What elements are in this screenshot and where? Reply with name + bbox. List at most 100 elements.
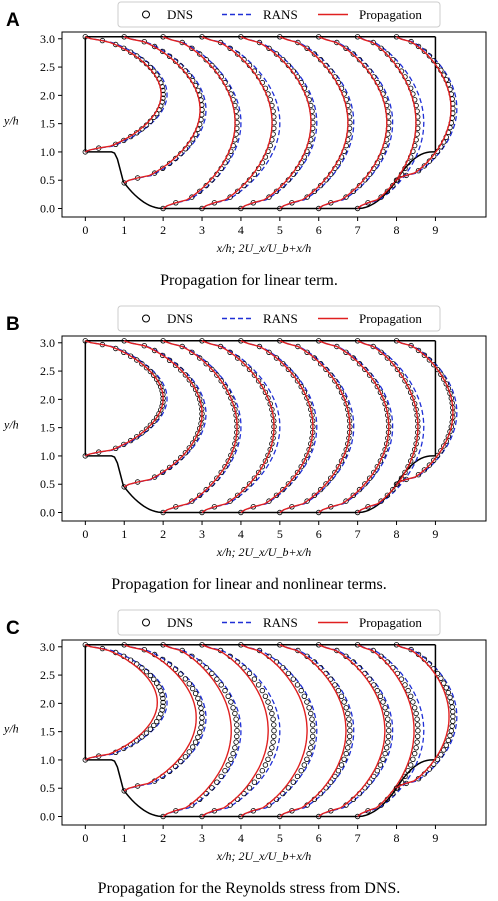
dns-marker	[346, 733, 353, 740]
dns-marker	[380, 395, 386, 401]
dns-marker	[301, 693, 307, 699]
dns-marker	[380, 699, 386, 705]
dns-marker	[410, 395, 416, 401]
dns-marker	[426, 462, 433, 468]
dns-marker	[160, 338, 166, 344]
dns-marker	[151, 676, 157, 682]
propagation-profile	[123, 36, 201, 184]
dns-marker	[317, 182, 324, 189]
dns-marker	[82, 642, 88, 648]
dns-marker	[259, 768, 265, 774]
dns-marker	[309, 716, 315, 722]
rans-profile	[318, 36, 394, 210]
dns-marker	[304, 699, 310, 705]
dns-marker	[405, 687, 411, 694]
dns-marker	[450, 709, 456, 715]
dns-marker	[354, 34, 361, 40]
dns-marker	[259, 383, 265, 390]
dns-marker	[189, 440, 196, 446]
dns-marker	[443, 685, 449, 691]
dns-marker	[390, 361, 396, 367]
y-tick-label: 2.0	[40, 88, 55, 102]
dns-marker	[380, 452, 386, 458]
dns-marker	[354, 509, 361, 516]
dns-marker	[285, 785, 292, 791]
dns-marker	[290, 779, 296, 785]
x-tick-label: 2	[160, 527, 166, 541]
rans-profile	[201, 340, 281, 514]
dns-marker	[225, 458, 231, 464]
dns-marker	[277, 34, 283, 40]
legend-label: DNS	[167, 7, 193, 22]
dns-marker	[280, 182, 286, 189]
dns-marker	[199, 205, 205, 212]
hill-bottom-wall	[85, 151, 436, 210]
dns-marker	[378, 194, 384, 200]
dns-marker	[356, 486, 363, 493]
dns-marker	[222, 687, 228, 694]
legend-label: DNS	[167, 311, 193, 326]
dns-marker	[227, 194, 233, 200]
dns-marker	[362, 366, 368, 373]
dns-marker	[298, 687, 304, 694]
x-tick-label: 7	[355, 223, 361, 237]
x-tick-label: 3	[199, 831, 205, 845]
dns-marker	[445, 689, 451, 696]
dns-marker	[271, 728, 277, 734]
dns-marker	[338, 458, 345, 464]
dns-marker	[317, 361, 324, 367]
propagation-profile	[201, 644, 269, 818]
y-tick-label: 1.0	[40, 753, 55, 767]
dns-marker	[159, 469, 166, 475]
y-axis-label: y/h	[3, 418, 19, 432]
dns-marker	[377, 458, 384, 464]
dns-marker	[380, 756, 386, 762]
dns-marker	[172, 763, 179, 770]
dns-marker	[385, 739, 391, 745]
rans-profile	[162, 644, 242, 818]
dns-marker	[234, 51, 241, 57]
legend: DNS RANS Propagation	[117, 305, 441, 332]
dns-marker	[449, 723, 455, 729]
rans-profile	[240, 36, 318, 210]
dns-marker	[160, 642, 166, 648]
dns-marker	[311, 355, 318, 361]
dns-marker	[195, 430, 201, 436]
dns-marker	[195, 391, 201, 398]
dns-marker	[309, 739, 315, 745]
dns-marker	[378, 45, 384, 51]
dns-marker	[214, 676, 220, 682]
dns-marker	[346, 739, 352, 745]
propagation-profile	[396, 36, 452, 181]
dns-marker	[415, 472, 422, 478]
x-tick-label: 2	[160, 831, 166, 845]
dns-marker	[196, 188, 203, 194]
dns-marker	[266, 194, 272, 200]
dns-marker	[304, 756, 310, 762]
dns-marker	[280, 665, 286, 671]
y-tick-label: 1.5	[40, 725, 55, 739]
dns-marker	[189, 349, 195, 355]
dns-marker	[273, 51, 280, 57]
y-tick-label: 3.0	[40, 32, 55, 46]
dns-marker	[301, 458, 307, 464]
dns-marker	[298, 464, 304, 470]
dns-marker	[255, 469, 262, 476]
rans-profile	[396, 36, 458, 181]
dns-marker	[285, 481, 292, 487]
plot-frame	[61, 31, 487, 218]
dns-marker	[196, 729, 203, 736]
dns-marker	[350, 492, 356, 498]
dns-marker	[304, 194, 310, 200]
dns-marker	[166, 53, 173, 59]
dns-marker	[133, 434, 140, 440]
propagation-profile	[318, 36, 388, 210]
dns-marker	[311, 188, 318, 194]
dns-marker	[341, 699, 347, 705]
dns-marker	[441, 443, 447, 449]
rans-profile	[162, 340, 242, 514]
x-tick-label: 6	[316, 527, 322, 541]
dns-marker	[335, 383, 342, 390]
dns-marker	[192, 386, 199, 393]
